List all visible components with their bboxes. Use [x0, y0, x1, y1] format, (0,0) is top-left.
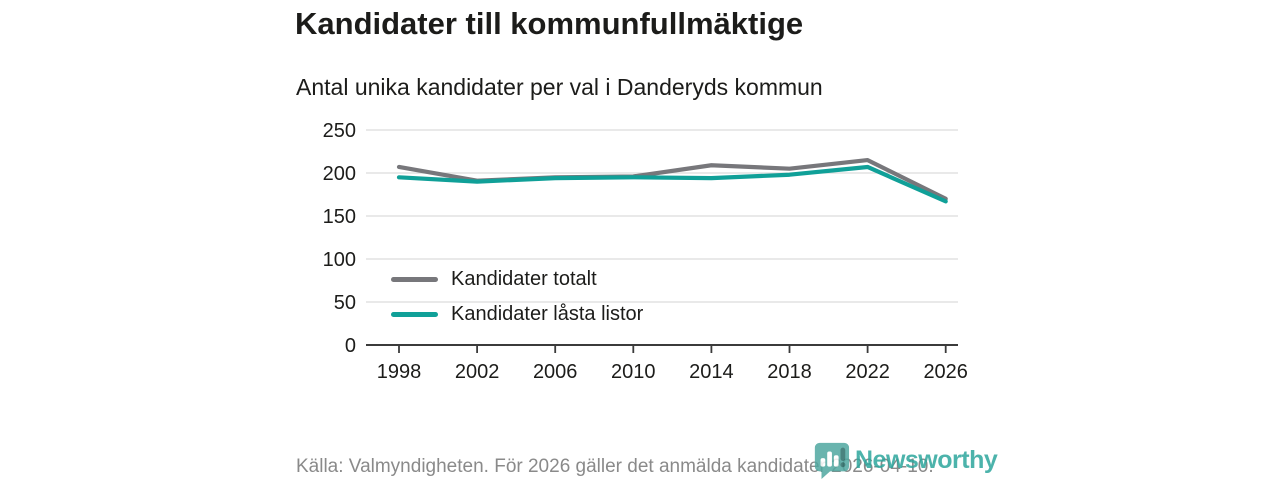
y-axis-labels: 0 50 100 150 200 250 [323, 120, 356, 357]
gridlines [366, 129, 958, 303]
y-tick-label: 250 [323, 120, 356, 142]
newsworthy-bubble-icon [814, 442, 850, 479]
x-tick-label: 1998 [377, 361, 422, 383]
x-axis: 1998 2002 2006 2010 2014 2018 2022 2026 [366, 344, 968, 383]
legend-swatch-gray [391, 277, 438, 282]
legend-item-lasta-listor: Kandidater låsta listor [391, 301, 643, 328]
series-line-1 [396, 164, 948, 204]
x-tick-label: 2026 [923, 361, 968, 383]
legend-label: Kandidater låsta listor [451, 303, 644, 325]
y-tick-label: 200 [323, 163, 356, 185]
x-tick-label: 2006 [533, 361, 578, 383]
x-tick-label: 2018 [767, 361, 812, 383]
x-tick-label: 2010 [611, 361, 656, 383]
x-tick-label: 2014 [689, 361, 734, 383]
source-note: Källa: Valmyndigheten. För 2026 gäller d… [296, 456, 934, 477]
y-tick-label: 150 [323, 206, 356, 228]
y-tick-label: 100 [323, 249, 356, 271]
x-tick-label: 2002 [455, 361, 500, 383]
y-tick-label: 0 [345, 335, 356, 357]
newsworthy-wordmark: Newsworthy [855, 445, 998, 474]
chart-subtitle: Antal unika kandidater per val i Dandery… [296, 74, 823, 100]
newsworthy-logo: Newsworthy [812, 441, 998, 479]
chart-legend: Kandidater totalt Kandidater låsta listo… [391, 266, 643, 328]
legend-swatch-teal [391, 312, 438, 317]
chart-title: Kandidater till kommunfullmäktige [295, 6, 804, 41]
y-tick-label: 50 [334, 292, 356, 314]
legend-label: Kandidater totalt [451, 268, 597, 290]
x-tick-label: 2022 [845, 361, 890, 383]
legend-item-totalt: Kandidater totalt [391, 266, 643, 293]
